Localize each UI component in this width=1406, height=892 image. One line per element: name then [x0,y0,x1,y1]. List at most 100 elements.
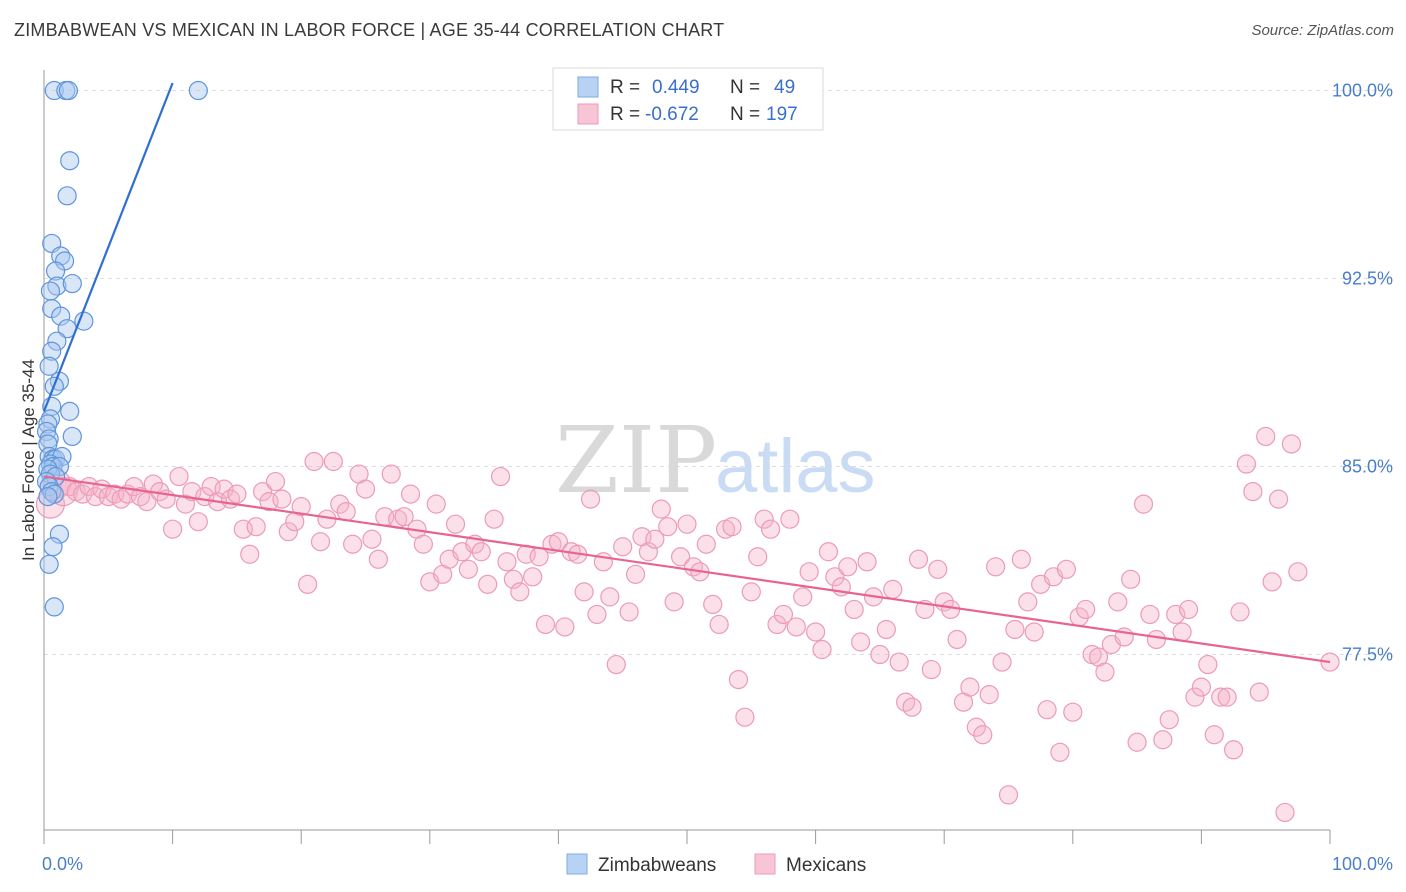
x-tick-label-0: 0.0% [42,854,83,874]
mexican-point-45 [330,494,350,514]
legend-n-value-1: 197 [766,104,798,125]
legend-r-value-1: -0.672 [645,104,699,125]
mexican-point-149 [998,785,1019,805]
mexican-point-168 [1121,569,1141,589]
mexican-point-69 [484,509,504,529]
zimbabweans-points [36,80,208,617]
mexican-point-174 [1159,710,1179,730]
mexican-point-77 [535,614,556,635]
mexican-point-87 [600,587,620,607]
legend-swatch-zimbabweans [577,76,599,98]
chart-title: ZIMBABWEAN VS MEXICAN IN LABOR FORCE | A… [14,20,725,40]
zimbabwean-point-48 [44,597,64,617]
mexican-point-118 [799,562,819,582]
mexican-point-27 [214,479,234,499]
mexican-point-121 [818,542,839,562]
mexican-point-33 [253,482,273,502]
legend-n-label-1: N = [730,104,760,125]
mexican-point-93 [638,542,659,562]
mexican-point-108 [735,707,755,727]
mexican-point-88 [606,654,626,675]
legend-r-value-0: 0.449 [652,77,700,98]
trend-lines [42,82,1331,664]
mexican-point-187 [1243,482,1263,502]
mexican-point-169 [1127,732,1147,752]
series-swatch-zimbabweans [566,853,588,875]
mexican-point-153 [1024,622,1044,642]
mexican-point-189 [1256,426,1276,447]
legend-r-label-0: R = [610,77,640,98]
mexican-point-96 [658,517,678,537]
zimbabwean-point-47 [39,554,59,574]
mexican-point-114 [773,604,794,625]
mexican-point-152 [1018,592,1038,612]
mexican-point-31 [240,544,260,564]
mexican-point-37 [278,522,298,542]
mexican-point-151 [1011,549,1031,569]
mexican-point-194 [1288,562,1308,582]
y-tick-label-1: 92.5% [1342,269,1393,289]
mexican-point-179 [1191,677,1212,697]
mexican-point-19 [163,519,183,539]
mexican-point-84 [580,489,601,509]
y-tick-label-3: 77.5% [1342,645,1393,665]
zimbabwean-point-9 [45,261,66,281]
mexican-point-75 [523,567,543,587]
mexican-point-65 [458,559,478,579]
mexican-point-173 [1153,730,1173,750]
mexican-point-73 [510,582,530,602]
mexican-point-166 [1108,592,1128,612]
mexican-point-39 [291,497,311,517]
mexican-point-150 [1005,619,1025,640]
watermark-atlas: atlas [715,424,876,509]
zimbabwean-point-12 [40,281,61,301]
zimbabwean-point-3 [188,80,208,101]
zimbabwean-point-46 [43,537,63,557]
mexican-point-129 [870,644,890,665]
mexican-point-36 [272,489,292,509]
mexican-point-53 [381,464,401,484]
mexican-point-103 [703,594,723,615]
mexican-point-40 [298,574,318,594]
mexican-point-58 [413,534,433,554]
mexican-point-29 [227,484,247,504]
zimbabwean-point-11 [62,273,82,294]
mexican-point-112 [760,519,781,539]
mexican-point-124 [838,557,858,577]
mexican-point-171 [1140,604,1160,625]
mexican-point-190 [1262,572,1282,592]
zimbabwean-point-44 [38,487,58,507]
source-label: Source: ZipAtlas.com [1251,22,1394,39]
watermark-zip: ZIP [555,407,717,514]
mexican-point-72 [503,569,523,589]
mexican-point-170 [1133,494,1154,514]
mexican-point-23 [188,512,208,532]
mexican-point-49 [355,479,376,499]
y-tick-label-0: 100.0% [1332,81,1393,101]
mexican-point-113 [767,614,787,635]
mexican-point-46 [336,502,356,522]
mexican-point-50 [362,529,382,549]
mexican-point-132 [889,652,909,672]
mexican-point-99 [677,514,697,534]
mexican-point-20 [169,466,189,487]
mexican-point-183 [1217,687,1237,707]
legend-n-value-0: 49 [774,77,795,98]
mexican-point-192 [1275,802,1295,823]
mexican-point-11 [111,489,131,509]
mexican-point-91 [625,564,646,584]
y-axis-label: In Labor Force | Age 35-44 [19,359,38,561]
zimbabwean-point-10 [47,276,67,296]
mexican-point-130 [876,619,896,640]
mexican-point-134 [902,697,922,717]
mexican-point-143 [960,677,980,697]
mexican-point-15 [137,492,157,512]
mexican-point-80 [555,617,575,637]
zimbabwean-point-14 [51,306,71,326]
x-tick-labels: 0.0% 100.0% [42,854,1393,874]
mexican-point-157 [1050,742,1070,762]
mexican-point-115 [780,509,800,529]
mexican-point-47 [343,534,363,554]
mexican-point-138 [928,559,948,579]
